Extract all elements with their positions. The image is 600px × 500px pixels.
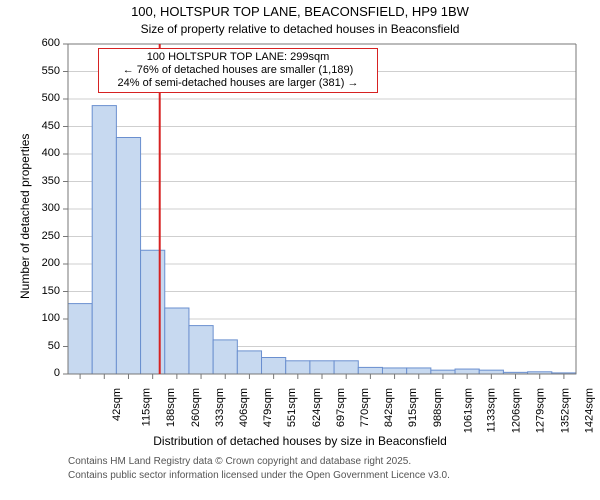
annotation-line2: ← 76% of detached houses are smaller (1,…	[105, 64, 371, 77]
x-tick-label: 1352sqm	[559, 388, 571, 433]
footer-line2: Contains public sector information licen…	[68, 470, 450, 481]
chart-container: 100, HOLTSPUR TOP LANE, BEACONSFIELD, HP…	[0, 0, 600, 500]
x-tick-label: 1279sqm	[535, 388, 547, 433]
y-tick-label: 550	[42, 65, 60, 77]
x-tick-label: 842sqm	[383, 388, 395, 427]
annotation-line3: 24% of semi-detached houses are larger (…	[105, 77, 371, 90]
x-tick-label: 697sqm	[335, 388, 347, 427]
x-tick-label: 260sqm	[190, 388, 202, 427]
x-tick-label: 1206sqm	[510, 388, 522, 433]
x-axis-label: Distribution of detached houses by size …	[0, 434, 600, 448]
x-tick-label: 406sqm	[238, 388, 250, 427]
y-tick-label: 400	[42, 147, 60, 159]
x-tick-label: 915sqm	[408, 388, 420, 427]
annotation-box: 100 HOLTSPUR TOP LANE: 299sqm ← 76% of d…	[98, 48, 378, 93]
y-tick-label: 450	[42, 120, 60, 132]
y-tick-label: 600	[42, 37, 60, 49]
x-tick-label: 1424sqm	[583, 388, 595, 433]
x-tick-label: 1133sqm	[485, 388, 497, 432]
y-tick-label: 50	[48, 340, 60, 352]
x-tick-label: 988sqm	[432, 388, 444, 427]
x-tick-label: 333sqm	[214, 388, 226, 427]
x-tick-label: 624sqm	[311, 388, 323, 427]
x-tick-label: 770sqm	[359, 388, 371, 427]
x-tick-label: 1061sqm	[462, 388, 474, 433]
footer-line1: Contains HM Land Registry data © Crown c…	[68, 456, 411, 467]
x-tick-label: 551sqm	[287, 388, 299, 427]
y-tick-label: 250	[42, 230, 60, 242]
y-tick-label: 0	[54, 367, 60, 379]
y-tick-label: 350	[42, 175, 60, 187]
y-tick-label: 500	[42, 92, 60, 104]
x-tick-label: 479sqm	[262, 388, 274, 427]
y-tick-label: 300	[42, 202, 60, 214]
y-axis-label: Number of detached properties	[18, 134, 32, 299]
y-tick-label: 150	[42, 285, 60, 297]
annotation-line1: 100 HOLTSPUR TOP LANE: 299sqm	[105, 51, 371, 64]
x-tick-label: 42sqm	[111, 388, 123, 421]
y-tick-label: 200	[42, 257, 60, 269]
x-tick-label: 188sqm	[166, 388, 178, 427]
y-tick-label: 100	[42, 312, 60, 324]
x-tick-label: 115sqm	[141, 388, 153, 426]
